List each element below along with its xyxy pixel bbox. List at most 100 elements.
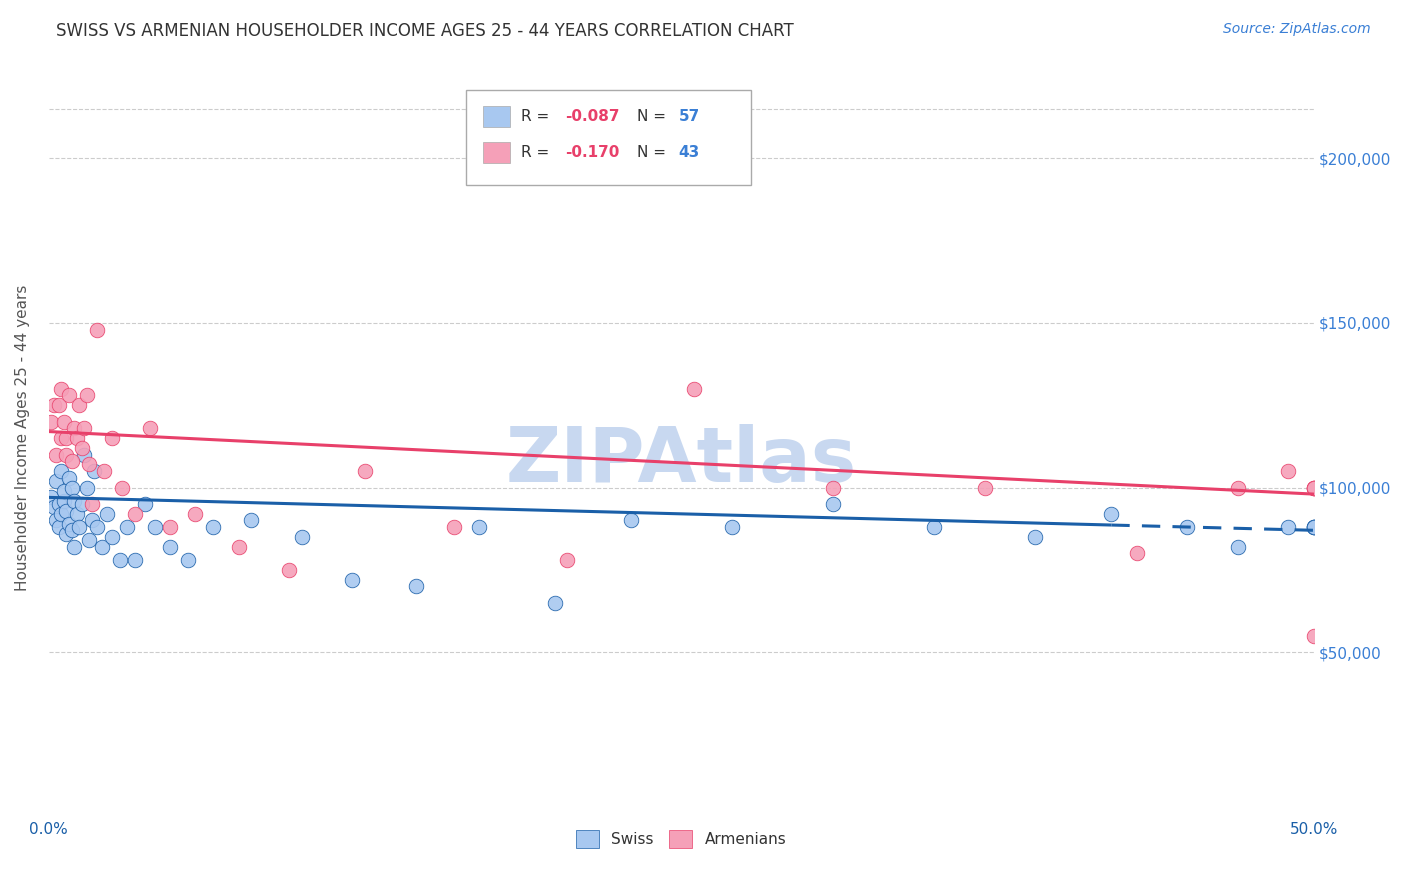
Point: [55, 448, 77, 462]
Point: [65, 431, 87, 445]
Point: [76, 388, 98, 402]
Point: [443, 520, 465, 534]
Text: R =: R =: [520, 109, 554, 124]
Point: [48, 520, 70, 534]
Point: [58, 388, 80, 402]
Point: [124, 553, 146, 567]
Legend: Swiss, Armenians: Swiss, Armenians: [571, 823, 792, 855]
Point: [45, 474, 67, 488]
Point: [73, 421, 96, 435]
Point: [70, 497, 93, 511]
Point: [77, 458, 100, 472]
Point: [55, 503, 77, 517]
Point: [73, 448, 96, 462]
Point: [39, 415, 62, 429]
Point: [42, 398, 65, 412]
Point: [159, 520, 181, 534]
Point: [63, 493, 86, 508]
Point: [184, 507, 207, 521]
Text: N =: N =: [637, 145, 671, 161]
Point: [63, 540, 86, 554]
Point: [278, 563, 301, 577]
Point: [1302, 520, 1324, 534]
Point: [77, 533, 100, 548]
Point: [51, 431, 73, 445]
Point: [111, 481, 134, 495]
Point: [1302, 520, 1324, 534]
Text: Source: ZipAtlas.com: Source: ZipAtlas.com: [1223, 22, 1371, 37]
Point: [405, 579, 427, 593]
Point: [39, 491, 62, 505]
Point: [101, 530, 124, 544]
Point: [58, 516, 80, 531]
Point: [202, 520, 225, 534]
Point: [1175, 520, 1198, 534]
Point: [48, 497, 70, 511]
Point: [139, 421, 162, 435]
Point: [557, 553, 579, 567]
Point: [1302, 481, 1324, 495]
Point: [1302, 520, 1324, 534]
Point: [177, 553, 200, 567]
Point: [354, 464, 377, 478]
Point: [1024, 530, 1046, 544]
Bar: [482, 106, 510, 127]
Point: [58, 470, 80, 484]
Text: 43: 43: [679, 145, 700, 161]
Point: [342, 573, 364, 587]
Point: [721, 520, 744, 534]
Point: [1302, 629, 1324, 643]
Point: [115, 520, 138, 534]
Point: [51, 382, 73, 396]
Point: [48, 398, 70, 412]
Point: [60, 454, 83, 468]
Point: [86, 322, 108, 336]
Point: [1277, 464, 1299, 478]
Point: [67, 398, 90, 412]
Point: [973, 481, 995, 495]
Text: ZIPAtlas: ZIPAtlas: [506, 424, 856, 498]
Point: [101, 431, 124, 445]
Point: [55, 526, 77, 541]
Point: [86, 520, 108, 534]
Point: [93, 464, 115, 478]
Text: R =: R =: [520, 145, 554, 161]
Point: [1302, 520, 1324, 534]
Point: [620, 513, 643, 527]
Point: [159, 540, 181, 554]
Point: [51, 507, 73, 521]
Point: [65, 507, 87, 521]
Point: [683, 382, 706, 396]
Point: [823, 497, 845, 511]
Point: [70, 441, 93, 455]
Point: [1302, 481, 1324, 495]
Point: [468, 520, 491, 534]
Point: [240, 513, 263, 527]
Bar: [482, 142, 510, 163]
Point: [52, 415, 75, 429]
Text: N =: N =: [637, 109, 671, 124]
Point: [108, 553, 131, 567]
Text: -0.087: -0.087: [565, 109, 620, 124]
Point: [1226, 540, 1249, 554]
Point: [42, 500, 65, 515]
Point: [1302, 481, 1324, 495]
Point: [52, 483, 75, 498]
Point: [60, 481, 83, 495]
Text: 57: 57: [679, 109, 700, 124]
Point: [1302, 481, 1324, 495]
Point: [96, 507, 118, 521]
Point: [83, 464, 105, 478]
Point: [1099, 507, 1122, 521]
Point: [63, 421, 86, 435]
Point: [52, 493, 75, 508]
Point: [51, 464, 73, 478]
Point: [228, 540, 250, 554]
Point: [134, 497, 156, 511]
Point: [1125, 546, 1147, 560]
Point: [55, 431, 77, 445]
Point: [80, 497, 103, 511]
Point: [45, 513, 67, 527]
Point: [291, 530, 314, 544]
Point: [1277, 520, 1299, 534]
